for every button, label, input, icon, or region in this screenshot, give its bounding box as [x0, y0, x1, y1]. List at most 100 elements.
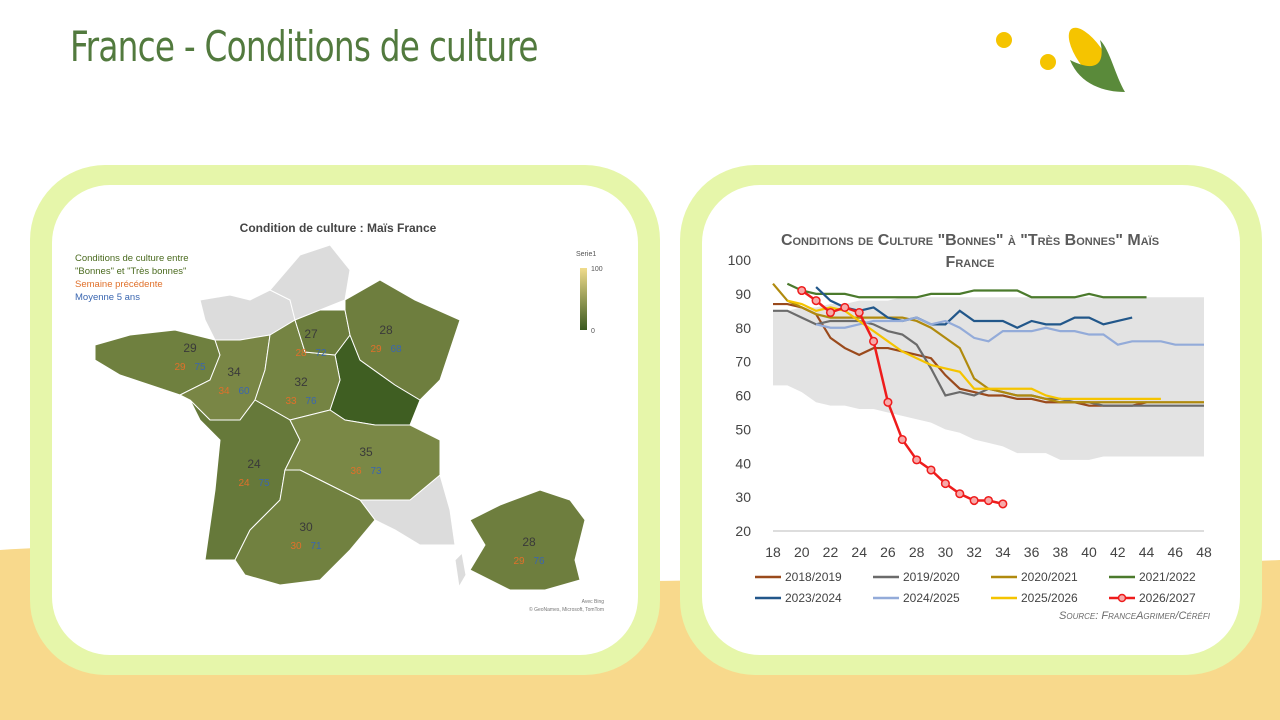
map-legend-entry: Semaine précédente [75, 279, 163, 290]
region-average: 71 [310, 541, 322, 552]
x-tick-label: 36 [1024, 544, 1040, 560]
region-previous: 29 [370, 344, 382, 355]
map-region [234, 469, 376, 586]
region-value: 32 [294, 375, 308, 389]
chart-source: Source: FranceAgrimer/Céréfi [1059, 610, 1210, 622]
region-previous: 29 [174, 362, 186, 373]
y-tick-label: 80 [735, 320, 751, 336]
series-marker [811, 296, 821, 306]
map-legend-entry: Moyenne 5 ans [75, 292, 140, 303]
series-marker [869, 336, 879, 346]
x-tick-label: 42 [1110, 544, 1126, 560]
x-tick-label: 20 [794, 544, 810, 560]
x-tick-label: 44 [1139, 544, 1155, 560]
chart-title: Conditions de Culture "Bonnes" à "Très B… [780, 232, 1160, 271]
region-average: 75 [258, 478, 270, 489]
series-marker [797, 285, 807, 296]
y-tick-label: 70 [735, 354, 751, 370]
region-average: 73 [370, 466, 382, 477]
map-region [469, 489, 586, 591]
x-tick-label: 24 [851, 544, 867, 560]
region-previous: 24 [238, 478, 250, 489]
icon-leaf [1070, 40, 1125, 92]
colorbar-tick-label: 0 [591, 328, 595, 335]
series-marker [883, 397, 893, 407]
legend-marker [1117, 593, 1127, 603]
x-tick-label: 22 [823, 544, 839, 560]
icon-dot [996, 32, 1012, 48]
map-credit: © GeoNames, Microsoft, TomTom [529, 606, 604, 613]
y-tick-label: 50 [735, 421, 751, 437]
x-tick-label: 26 [880, 544, 896, 560]
map-region-nodata [454, 551, 467, 589]
series-line [815, 286, 1133, 329]
colorbar [580, 268, 587, 330]
legend-label: 2025/2026 [1021, 591, 1078, 605]
region-value: 30 [299, 520, 313, 534]
x-tick-label: 34 [995, 544, 1011, 560]
series-line [787, 299, 1161, 400]
slide-title: France - Conditions de culture [70, 22, 539, 71]
series-line [815, 316, 1204, 346]
y-tick-label: 100 [728, 252, 752, 268]
map-region [344, 279, 461, 401]
series-marker [998, 499, 1008, 509]
region-value: 35 [359, 445, 373, 459]
region-average: 76 [533, 556, 545, 567]
y-tick-label: 30 [735, 489, 751, 505]
region-average: 76 [305, 396, 317, 407]
y-tick-label: 90 [735, 286, 751, 302]
series-marker [825, 307, 836, 318]
legend-label: 2018/2019 [785, 570, 842, 584]
legend-label: 2024/2025 [903, 591, 960, 605]
legend-label: 2026/2027 [1139, 591, 1196, 605]
region-value: 28 [522, 535, 536, 549]
region-value: 24 [247, 457, 261, 471]
y-tick-label: 40 [735, 455, 751, 471]
x-tick-label: 48 [1196, 544, 1212, 560]
map-title: Condition de culture : Maïs France [240, 221, 437, 235]
x-tick-label: 28 [909, 544, 925, 560]
x-tick-label: 18 [765, 544, 781, 560]
region-previous: 29 [513, 556, 525, 567]
region-value: 27 [304, 327, 318, 341]
legend-label: 2020/2021 [1021, 570, 1078, 584]
map-legend-entry: Conditions de culture entre "Bonnes" et … [75, 253, 189, 277]
region-previous: 28 [295, 348, 307, 359]
y-tick-label: 20 [735, 523, 751, 539]
region-average: 60 [238, 386, 250, 397]
region-previous: 33 [285, 396, 297, 407]
series-marker [926, 465, 936, 475]
series-marker [955, 489, 965, 499]
legend-label: 2019/2020 [903, 570, 960, 584]
series-marker [897, 434, 907, 445]
region-value: 29 [183, 341, 197, 355]
legend-label: 2021/2022 [1139, 570, 1196, 584]
series-line [773, 302, 1147, 407]
region-average: 72 [315, 348, 327, 359]
series-marker [983, 495, 994, 506]
x-tick-label: 46 [1167, 544, 1183, 560]
region-average: 68 [390, 344, 402, 355]
icon-dot [1040, 54, 1056, 70]
map-attribution: Avec Bing [582, 599, 605, 605]
region-average: 75 [194, 362, 206, 373]
x-tick-label: 32 [966, 544, 982, 560]
region-previous: 36 [350, 466, 362, 477]
region-value: 28 [379, 323, 393, 337]
series-marker [840, 302, 850, 312]
x-tick-label: 40 [1081, 544, 1097, 560]
y-tick-label: 60 [735, 388, 751, 404]
legend-label: 2023/2024 [785, 591, 842, 605]
series-marker [854, 307, 864, 318]
region-previous: 30 [290, 541, 302, 552]
range-band [773, 297, 1204, 460]
region-previous: 34 [218, 386, 230, 397]
x-tick-label: 38 [1053, 544, 1069, 560]
series-marker [940, 479, 950, 489]
colorbar-title: Serie1 [576, 251, 596, 258]
series-line [786, 282, 1147, 299]
x-tick-label: 30 [938, 544, 954, 560]
